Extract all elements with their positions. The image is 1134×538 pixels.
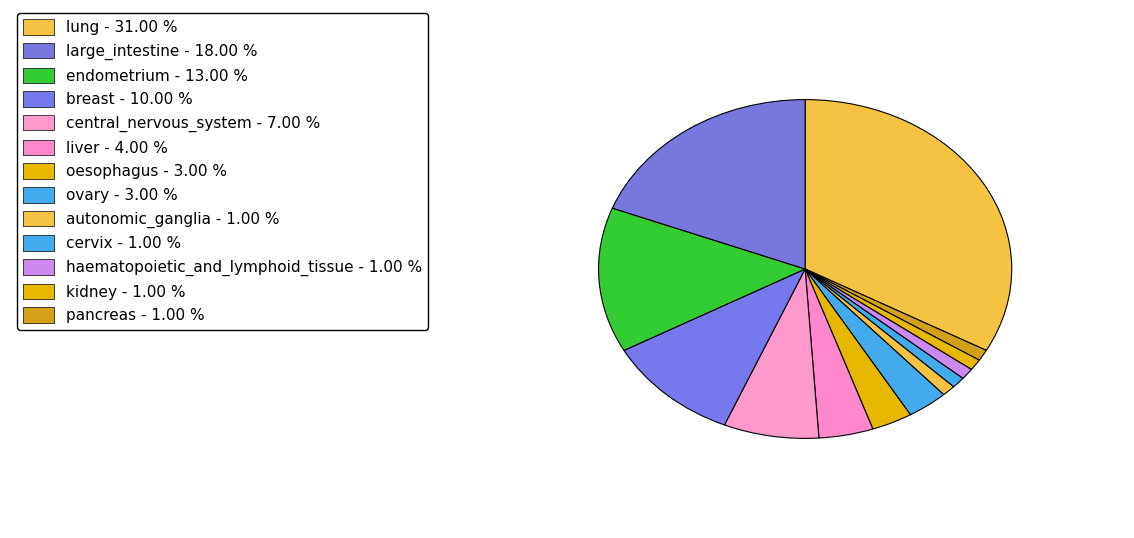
Wedge shape — [805, 269, 980, 370]
Wedge shape — [805, 269, 987, 360]
Wedge shape — [599, 208, 805, 350]
Wedge shape — [805, 269, 873, 438]
Wedge shape — [805, 269, 954, 395]
Wedge shape — [805, 100, 1012, 350]
Wedge shape — [624, 269, 805, 425]
Wedge shape — [805, 269, 911, 429]
Wedge shape — [612, 100, 805, 269]
Legend: lung - 31.00 %, large_intestine - 18.00 %, endometrium - 13.00 %, breast - 10.00: lung - 31.00 %, large_intestine - 18.00 … — [17, 13, 429, 330]
Wedge shape — [725, 269, 819, 438]
Wedge shape — [805, 269, 943, 415]
Wedge shape — [805, 269, 963, 387]
Wedge shape — [805, 269, 972, 378]
